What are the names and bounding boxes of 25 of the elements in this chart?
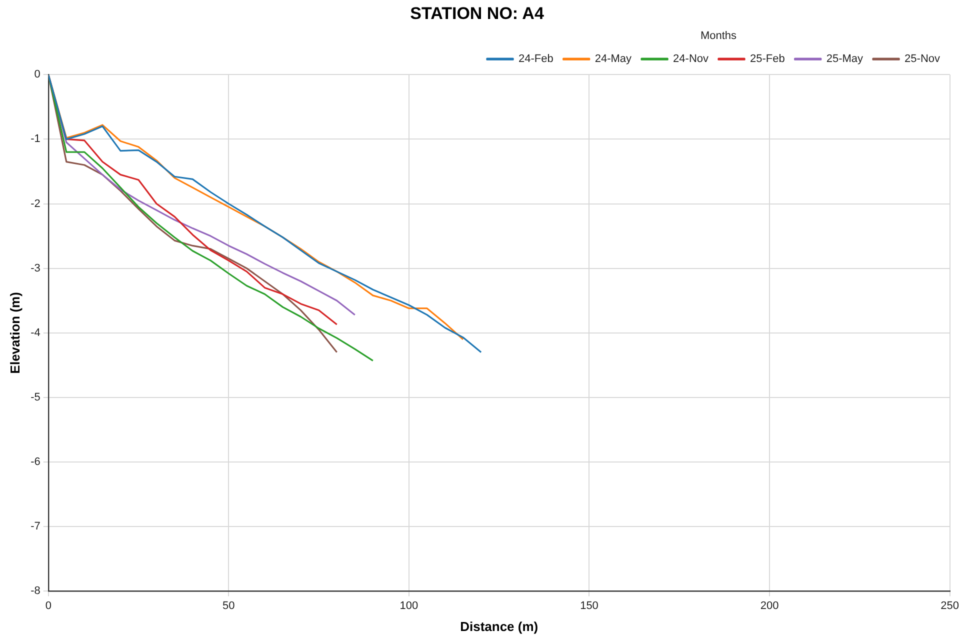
x-tick-label: 0 xyxy=(45,600,52,612)
legend-label: 25-Feb xyxy=(750,53,785,66)
y-tick-label: -5 xyxy=(30,392,40,404)
legend-label: 24-Feb xyxy=(518,53,554,66)
x-tick-label: 150 xyxy=(580,600,598,612)
legend-label: 24-May xyxy=(594,53,632,66)
y-tick-label: -1 xyxy=(30,133,40,146)
x-tick-label: 50 xyxy=(222,600,235,612)
x-tick-label: 100 xyxy=(400,600,418,612)
legend-label: 24-Nov xyxy=(673,53,710,66)
x-tick-label: 200 xyxy=(760,600,779,612)
legend-label: 25-Nov xyxy=(904,53,940,66)
y-tick-label: -6 xyxy=(30,456,40,468)
y-tick-label: -8 xyxy=(30,585,40,598)
legend-label: 25-May xyxy=(826,53,864,66)
legend-title: Months xyxy=(700,30,738,42)
y-tick-label: -7 xyxy=(30,520,40,533)
y-tick-label: -3 xyxy=(30,262,40,274)
y-tick-label: -4 xyxy=(30,326,40,339)
y-tick-label: 0 xyxy=(34,68,40,81)
y-tick-label: -2 xyxy=(30,198,40,210)
chart-title: STATION NO: A4 xyxy=(410,4,544,23)
x-tick-label: 250 xyxy=(940,600,960,612)
x-axis-title: Distance (m) xyxy=(460,618,538,634)
y-axis-title: Elevation (m) xyxy=(7,292,22,374)
